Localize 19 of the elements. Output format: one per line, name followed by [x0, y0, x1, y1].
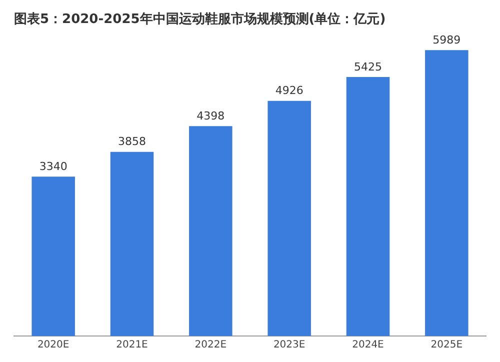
data-label: 4926 [275, 84, 304, 98]
x-tick-label: 2025E [430, 340, 463, 351]
x-tick-label: 2020E [37, 340, 70, 351]
data-label: 5425 [354, 60, 382, 74]
bar [110, 152, 154, 336]
x-tick-label: 2022E [194, 340, 227, 351]
x-tick-label: 2024E [352, 340, 384, 351]
bar [32, 176, 75, 336]
bar [189, 126, 232, 336]
data-label: 5989 [432, 33, 461, 46]
data-label: 3858 [118, 135, 146, 148]
x-tick-label: 2021E [116, 340, 148, 351]
x-tick-label: 2023E [273, 340, 306, 351]
chart-title: 图表5：2020-2025年中国运动鞋服市场规模预测(单位：亿元) [14, 11, 386, 28]
data-label: 3340 [39, 160, 68, 173]
bar [346, 77, 390, 336]
data-label: 4398 [196, 109, 225, 122]
bar [425, 50, 468, 336]
bar [268, 100, 311, 336]
